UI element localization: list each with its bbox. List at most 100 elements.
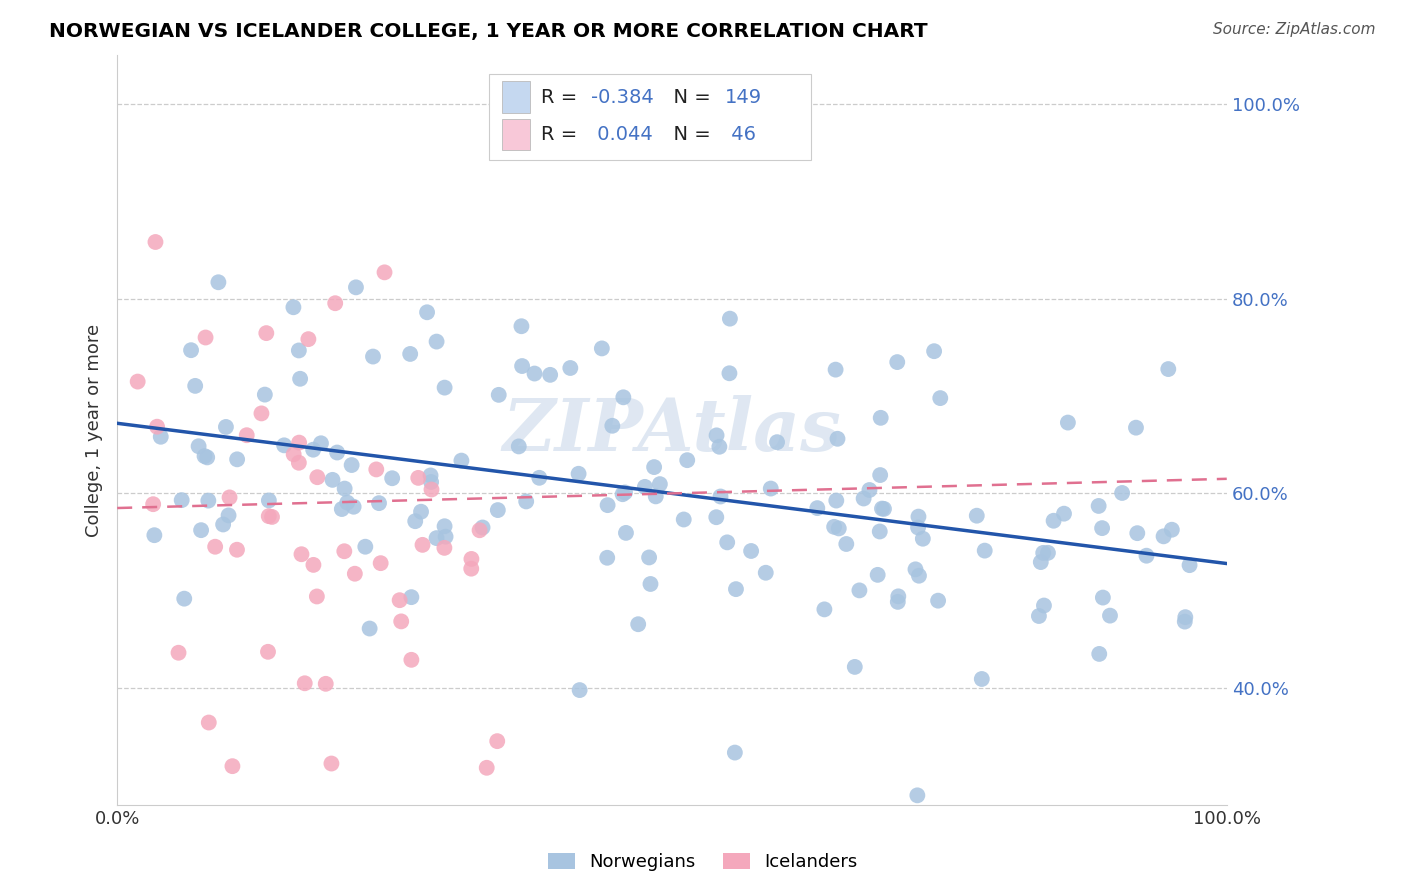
Point: [907, 509, 929, 524]
Point: [420, 483, 443, 497]
Point: [475, 761, 498, 775]
Point: [190, 523, 212, 537]
Point: [672, 512, 695, 526]
Point: [886, 355, 908, 369]
Point: [905, 789, 928, 803]
Point: [204, 540, 226, 554]
Point: [640, 577, 662, 591]
Point: [404, 514, 426, 528]
Text: R =: R =: [541, 125, 583, 145]
Point: [290, 547, 312, 561]
Point: [409, 505, 432, 519]
Point: [257, 493, 280, 508]
Text: -0.384: -0.384: [591, 87, 654, 107]
Point: [1098, 608, 1121, 623]
Point: [212, 517, 235, 532]
Point: [929, 391, 952, 405]
Point: [273, 438, 295, 452]
Text: NORWEGIAN VS ICELANDER COLLEGE, 1 YEAR OR MORE CORRELATION CHART: NORWEGIAN VS ICELANDER COLLEGE, 1 YEAR O…: [49, 22, 928, 41]
Point: [844, 660, 866, 674]
Point: [433, 381, 456, 395]
Text: 0.044: 0.044: [591, 125, 652, 145]
Text: N =: N =: [661, 87, 717, 107]
Point: [823, 520, 845, 534]
Point: [806, 501, 828, 516]
Point: [305, 590, 328, 604]
Point: [468, 523, 491, 537]
Text: Source: ZipAtlas.com: Source: ZipAtlas.com: [1212, 22, 1375, 37]
Point: [471, 520, 494, 534]
Point: [1057, 416, 1080, 430]
Point: [389, 615, 412, 629]
Point: [486, 503, 509, 517]
Point: [180, 343, 202, 358]
Point: [434, 530, 457, 544]
Point: [1160, 523, 1182, 537]
Point: [488, 388, 510, 402]
Point: [193, 449, 215, 463]
Point: [704, 510, 727, 524]
Text: N =: N =: [661, 125, 717, 145]
Point: [197, 493, 219, 508]
Point: [523, 367, 546, 381]
Point: [388, 593, 411, 607]
Point: [260, 510, 283, 524]
Point: [309, 436, 332, 450]
Point: [146, 419, 169, 434]
Point: [1157, 362, 1180, 376]
Point: [1032, 546, 1054, 560]
Point: [612, 487, 634, 501]
Point: [1033, 599, 1056, 613]
Point: [1036, 546, 1059, 560]
Point: [381, 471, 404, 485]
Point: [361, 350, 384, 364]
Point: [257, 645, 280, 659]
Point: [195, 450, 218, 465]
Point: [170, 493, 193, 508]
Point: [250, 406, 273, 420]
Point: [813, 602, 835, 616]
Point: [207, 275, 229, 289]
Point: [142, 497, 165, 511]
Point: [724, 746, 747, 760]
Point: [330, 502, 353, 516]
Point: [644, 489, 666, 503]
Point: [1111, 486, 1133, 500]
Point: [643, 460, 665, 475]
Point: [835, 537, 858, 551]
Point: [1091, 521, 1114, 535]
Point: [315, 677, 337, 691]
Point: [450, 453, 472, 467]
Point: [344, 280, 367, 294]
Point: [226, 452, 249, 467]
Point: [827, 432, 849, 446]
Point: [218, 491, 240, 505]
FancyBboxPatch shape: [489, 74, 811, 161]
Point: [333, 544, 356, 558]
Point: [288, 435, 311, 450]
Point: [1126, 526, 1149, 541]
Point: [302, 442, 325, 457]
Point: [433, 519, 456, 533]
Point: [1029, 555, 1052, 569]
Point: [368, 496, 391, 510]
Point: [852, 491, 875, 506]
Point: [538, 368, 561, 382]
Point: [1135, 549, 1157, 563]
Point: [420, 475, 443, 489]
Point: [297, 332, 319, 346]
Point: [425, 531, 447, 545]
Point: [866, 567, 889, 582]
Point: [412, 538, 434, 552]
Point: [858, 483, 880, 497]
Point: [596, 498, 619, 512]
Point: [718, 366, 741, 380]
Point: [253, 387, 276, 401]
Point: [288, 372, 311, 386]
Point: [508, 439, 530, 453]
Text: 46: 46: [725, 125, 756, 145]
Point: [426, 334, 449, 349]
Point: [724, 582, 747, 596]
Point: [740, 544, 762, 558]
Point: [568, 467, 591, 481]
